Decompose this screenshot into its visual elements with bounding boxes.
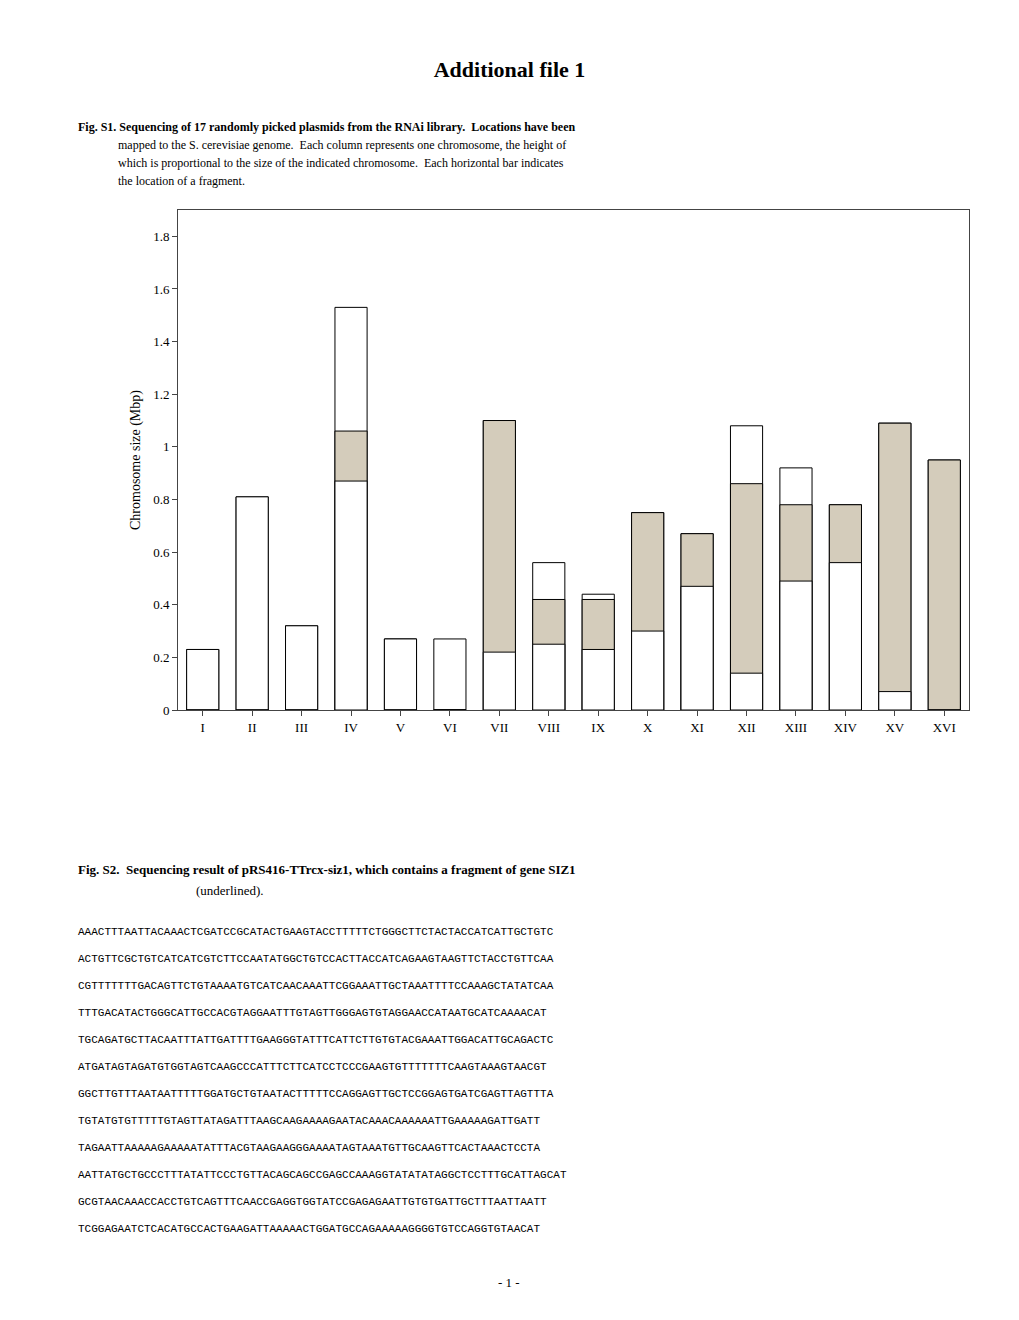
svg-text:VIII: VIII xyxy=(538,720,560,735)
svg-text:TGTATGTGTTTTTGTAGTTATAGATTTAAG: TGTATGTGTTTTTGTAGTTATAGATTTAAGCAAGAAAAGA… xyxy=(78,1115,540,1127)
svg-text:ATGATAGTAGATGTGGTAGTCAAGCCCATT: ATGATAGTAGATGTGGTAGTCAAGCCCATTTCTTCATCCT… xyxy=(78,1061,547,1073)
svg-text:X: X xyxy=(643,720,653,735)
svg-text:XI: XI xyxy=(690,720,704,735)
svg-text:Additional file 1: Additional file 1 xyxy=(434,57,586,82)
svg-text:Fig. S1. Sequencing of 17 rand: Fig. S1. Sequencing of 17 randomly picke… xyxy=(78,120,575,134)
svg-text:0.8: 0.8 xyxy=(153,492,169,507)
svg-text:XIII: XIII xyxy=(785,720,807,735)
svg-text:which is proportional to the s: which is proportional to the size of the… xyxy=(118,156,564,170)
svg-text:1.4: 1.4 xyxy=(153,334,170,349)
svg-text:AATTATGCTGCCCTTTATATTCCCTGTTAC: AATTATGCTGCCCTTTATATTCCCTGTTACAGCAGCCGAG… xyxy=(78,1169,567,1181)
svg-text:V: V xyxy=(396,720,406,735)
svg-text:TAGAATTAAAAAGAAAAATATTTACGTAAG: TAGAATTAAAAAGAAAAATATTTACGTAAGAAGGGAAAAT… xyxy=(78,1142,540,1154)
svg-text:TTTGACATACTGGGCATTGCCACGTAGGAA: TTTGACATACTGGGCATTGCCACGTAGGAATTTGTAGTTG… xyxy=(78,1007,547,1019)
svg-text:CGTTTTTTTGACAGTTCTGTAAAATGTCAT: CGTTTTTTTGACAGTTCTGTAAAATGTCATCAACAAATTC… xyxy=(78,980,554,992)
svg-text:TCGGAGAATCTCACATGCCACTGAAGATTA: TCGGAGAATCTCACATGCCACTGAAGATTAAAAACTGGAT… xyxy=(78,1223,540,1235)
svg-text:1: 1 xyxy=(163,439,170,454)
svg-text:(underlined).: (underlined). xyxy=(196,883,264,898)
svg-text:III: III xyxy=(295,720,308,735)
svg-text:VII: VII xyxy=(490,720,508,735)
svg-text:XII: XII xyxy=(738,720,756,735)
svg-text:1.2: 1.2 xyxy=(153,387,169,402)
svg-text:mapped to the S. cerevisiae ge: mapped to the S. cerevisiae genome. Each… xyxy=(118,138,566,152)
svg-text:IX: IX xyxy=(591,720,605,735)
svg-text:Fig. S2. Sequencing result of: Fig. S2. Sequencing result of pRS416-TTr… xyxy=(78,862,576,877)
svg-text:I: I xyxy=(201,720,205,735)
svg-text:TGCAGATGCTTACAATTTATTGATTTTGAA: TGCAGATGCTTACAATTTATTGATTTTGAAGGGTATTTCA… xyxy=(78,1034,554,1046)
svg-text:Chromosome size (Mbp): Chromosome size (Mbp) xyxy=(128,390,144,530)
svg-text:XIV: XIV xyxy=(834,720,858,735)
svg-text:1.8: 1.8 xyxy=(153,229,169,244)
svg-text:IV: IV xyxy=(344,720,358,735)
svg-text:II: II xyxy=(248,720,257,735)
svg-text:- 1 -: - 1 - xyxy=(498,1275,520,1290)
svg-text:0: 0 xyxy=(163,703,170,718)
svg-text:VI: VI xyxy=(443,720,457,735)
svg-text:0.2: 0.2 xyxy=(153,650,169,665)
svg-text:GGCTTGTTTAATAATTTTTGGATGCTGTAA: GGCTTGTTTAATAATTTTTGGATGCTGTAATACTTTTTCC… xyxy=(78,1088,554,1100)
svg-text:XVI: XVI xyxy=(933,720,956,735)
svg-text:GCGTAACAAACCACCTGTCAGTTTCAACCG: GCGTAACAAACCACCTGTCAGTTTCAACCGAGGTGGTATC… xyxy=(78,1196,547,1208)
svg-text:the location of a fragment.: the location of a fragment. xyxy=(118,174,245,188)
svg-text:0.6: 0.6 xyxy=(153,545,170,560)
svg-text:AAACTTTAATTACAAACTCGATCCGCATAC: AAACTTTAATTACAAACTCGATCCGCATACTGAAGTACCT… xyxy=(78,926,554,938)
svg-text:ACTGTTCGCTGTCATCATCGTCTTCCAATA: ACTGTTCGCTGTCATCATCGTCTTCCAATATGGCTGTCCA… xyxy=(78,953,554,965)
svg-text:0.4: 0.4 xyxy=(153,597,170,612)
svg-text:XV: XV xyxy=(885,720,904,735)
svg-text:1.6: 1.6 xyxy=(153,282,170,297)
